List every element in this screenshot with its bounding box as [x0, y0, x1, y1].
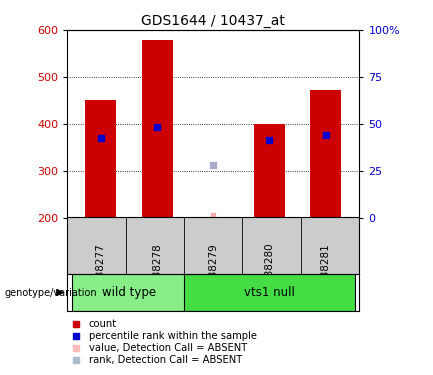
Bar — [71, 274, 186, 311]
Bar — [142, 40, 172, 218]
Text: count: count — [89, 320, 117, 329]
Bar — [184, 274, 355, 311]
Text: wild type: wild type — [102, 286, 156, 299]
Text: GSM88277: GSM88277 — [96, 243, 106, 300]
Text: genotype/variation: genotype/variation — [4, 288, 97, 297]
Text: rank, Detection Call = ABSENT: rank, Detection Call = ABSENT — [89, 356, 242, 365]
Text: value, Detection Call = ABSENT: value, Detection Call = ABSENT — [89, 344, 247, 353]
Bar — [310, 90, 341, 218]
Text: percentile rank within the sample: percentile rank within the sample — [89, 332, 257, 341]
Bar — [254, 124, 285, 218]
Bar — [85, 100, 116, 218]
Text: vts1 null: vts1 null — [244, 286, 295, 299]
Text: GSM88280: GSM88280 — [265, 243, 275, 299]
Text: GSM88279: GSM88279 — [208, 243, 218, 300]
Text: GSM88278: GSM88278 — [152, 243, 162, 300]
Title: GDS1644 / 10437_at: GDS1644 / 10437_at — [141, 13, 285, 28]
Text: GSM88281: GSM88281 — [321, 243, 331, 300]
